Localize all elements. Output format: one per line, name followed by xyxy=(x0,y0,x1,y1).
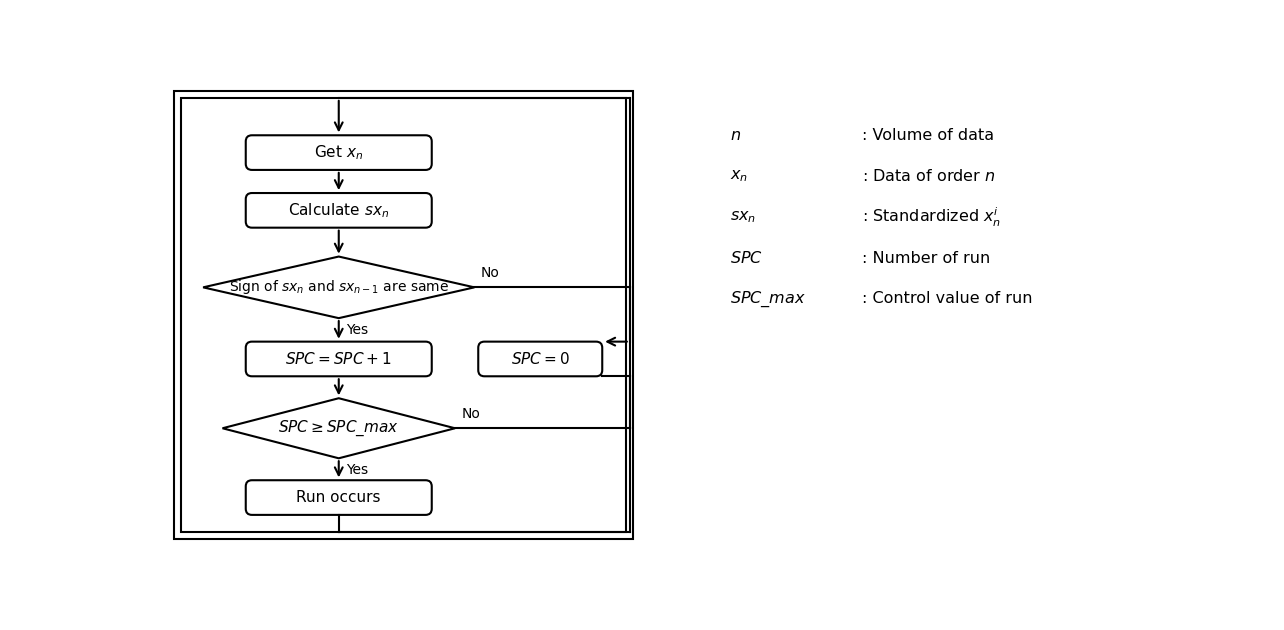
Text: $sx_n$: $sx_n$ xyxy=(731,209,756,225)
Text: $SPC$: $SPC$ xyxy=(731,250,763,266)
FancyBboxPatch shape xyxy=(478,341,602,376)
Text: $n$: $n$ xyxy=(731,128,741,143)
Bar xyxy=(181,98,627,532)
Text: Run occurs: Run occurs xyxy=(297,490,381,505)
Text: : Volume of data: : Volume of data xyxy=(862,128,994,143)
Text: Calculate $sx_n$: Calculate $sx_n$ xyxy=(288,201,389,220)
FancyBboxPatch shape xyxy=(245,341,431,376)
FancyBboxPatch shape xyxy=(245,480,431,515)
Bar xyxy=(175,91,633,539)
Text: : Standardized $x_n^i$: : Standardized $x_n^i$ xyxy=(862,205,1002,229)
FancyBboxPatch shape xyxy=(245,135,431,170)
Text: Yes: Yes xyxy=(347,323,369,337)
Text: $x_n$: $x_n$ xyxy=(731,169,749,185)
Text: $SPC = SPC + 1$: $SPC = SPC + 1$ xyxy=(285,351,392,367)
Text: $SPC \geq SPC\_max$: $SPC \geq SPC\_max$ xyxy=(279,418,399,438)
Text: Yes: Yes xyxy=(347,463,369,477)
Text: : Control value of run: : Control value of run xyxy=(862,292,1032,306)
Text: Sign of $sx_n$ and $sx_{n-1}$ are same: Sign of $sx_n$ and $sx_{n-1}$ are same xyxy=(229,278,449,296)
Text: : Data of order $n$: : Data of order $n$ xyxy=(862,168,995,185)
Text: Get $x_n$: Get $x_n$ xyxy=(315,143,363,162)
FancyBboxPatch shape xyxy=(245,193,431,227)
Text: $SPC\_max$: $SPC\_max$ xyxy=(731,289,806,309)
Polygon shape xyxy=(222,398,455,458)
Text: $SPC = 0$: $SPC = 0$ xyxy=(511,351,570,367)
Text: No: No xyxy=(461,408,480,421)
Text: : Number of run: : Number of run xyxy=(862,251,990,266)
Polygon shape xyxy=(203,256,474,318)
Text: No: No xyxy=(480,266,499,280)
